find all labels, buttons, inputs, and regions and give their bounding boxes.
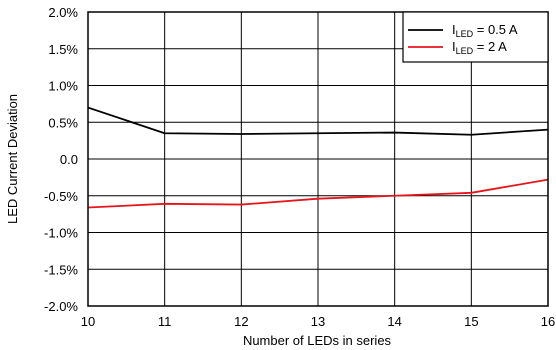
y-tick-label: 1.5% [48, 42, 78, 57]
y-tick-label: -2.0% [44, 299, 78, 314]
series-line-2 [87, 178, 549, 209]
legend: ILED = 0.5 A ILED = 2 A [402, 11, 549, 63]
x-tick-label: 13 [311, 314, 325, 329]
x-tick-label: 16 [541, 314, 555, 329]
y-tick-labels: 2.0% 1.5% 1.0% 0.5% 0.0 -0.5% -1.0% -1.5% -2.0% [44, 5, 78, 314]
x-axis-label: Number of LEDs in series [243, 333, 392, 348]
y-tick-label: -1.0% [44, 226, 78, 241]
series-lines [87, 106, 549, 209]
y-tick-label: 2.0% [48, 5, 78, 20]
y-tick-label: -1.5% [44, 262, 78, 277]
x-tick-label: 14 [387, 314, 401, 329]
legend-label-series-2: ILED = 2 A [452, 39, 507, 56]
y-tick-label: -0.5% [44, 189, 78, 204]
x-tick-label: 10 [81, 314, 95, 329]
x-tick-label: 11 [158, 314, 172, 329]
y-axis-label: LED Current Deviation [5, 94, 20, 224]
grid [87, 11, 549, 307]
x-tick-labels: 10 11 12 13 14 15 16 [81, 314, 555, 329]
y-tick-label: 0.5% [48, 115, 78, 130]
y-tick-label: 1.0% [48, 79, 78, 94]
y-tick-label: 0.0 [60, 152, 78, 167]
x-tick-label: 15 [464, 314, 478, 329]
legend-box [402, 11, 549, 63]
series-line-1 [87, 106, 549, 136]
legend-label-series-1: ILED = 0.5 A [452, 22, 518, 39]
plot-frame [87, 11, 549, 307]
x-tick-label: 12 [234, 314, 248, 329]
